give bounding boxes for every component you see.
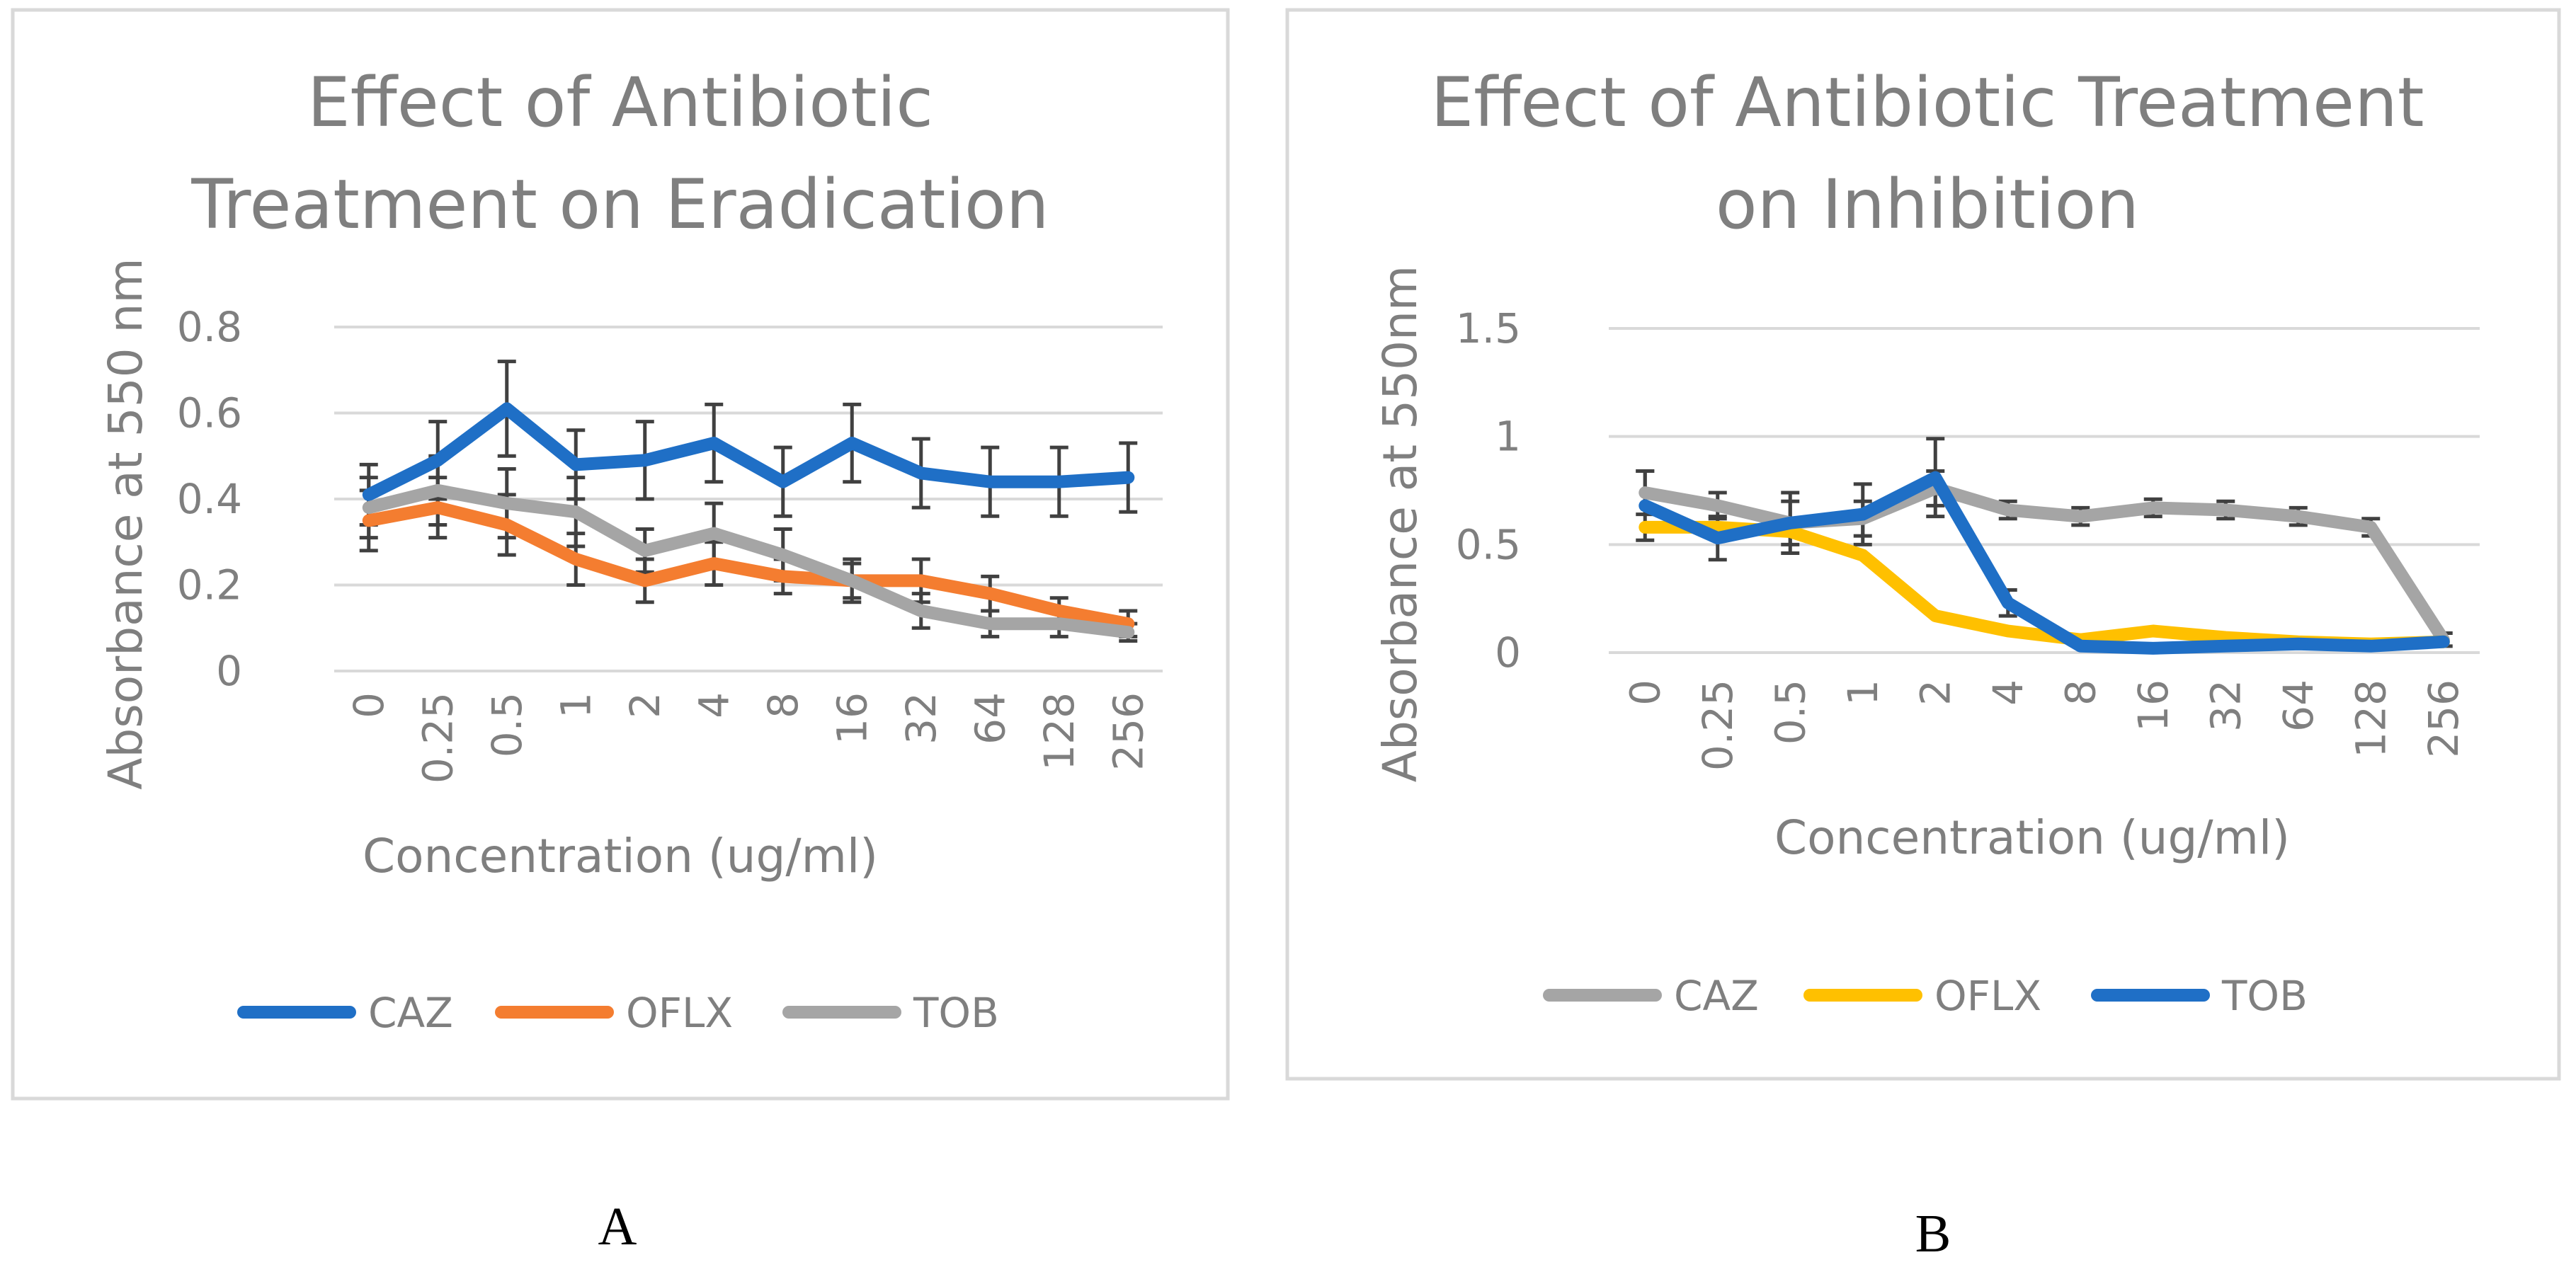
chart-b-x-tick-label: 64: [2274, 680, 2323, 732]
chart-a-x-tick-label: 8: [759, 692, 807, 718]
chart-a-x-tick-labels: 0 0.25 0.5 1 2 4 8 16 32 64 128 256: [345, 692, 1153, 784]
chart-a-title-line-2: Treatment on Eradication: [190, 165, 1049, 244]
chart-a-frame: [11, 8, 1230, 1101]
chart-b-title-line-1: Effect of Antibiotic Treatment: [1430, 63, 2424, 142]
chart-a-y-tick-label: 0.8: [177, 303, 242, 351]
chart-b-y-tick-label: 1.5: [1456, 304, 1521, 352]
chart-b-x-axis-title: Concentration (ug/ml): [1774, 810, 2290, 865]
chart-a: Effect of Antibiotic Treatment on Eradic…: [98, 63, 1163, 1037]
chart-a-legend-label-oflx: OFLX: [626, 989, 733, 1037]
chart-b-x-tick-label: 128: [2347, 680, 2395, 758]
chart-a-series: [359, 360, 1138, 643]
chart-a-x-tick-label: 0.25: [414, 692, 462, 784]
chart-a-title-line-1: Effect of Antibiotic: [307, 63, 933, 142]
chart-a-x-tick-label: 2: [621, 692, 669, 718]
chart-a-y-tick-label: 0.4: [177, 475, 242, 523]
chart-a-x-tick-label: 256: [1104, 692, 1152, 771]
chart-a-series-line-caz: [362, 402, 1135, 501]
chart-b-x-tick-label: 0.25: [1694, 680, 1742, 771]
chart-b-x-tick-label: 256: [2420, 680, 2468, 758]
chart-b-series: [1636, 437, 2453, 655]
chart-b-x-tick-label: 1: [1839, 680, 1887, 706]
chart-b: Effect of Antibiotic Treatment on Inhibi…: [1373, 63, 2480, 1020]
chart-a-x-tick-label: 1: [552, 692, 600, 718]
chart-a-x-tick-label: 0.5: [483, 692, 531, 757]
chart-b-x-tick-label: 16: [2129, 680, 2177, 732]
chart-b-legend: CAZ OFLX TOB: [1543, 972, 2308, 1020]
chart-a-x-tick-label: 32: [897, 692, 945, 745]
chart-a-x-tick-label: 4: [690, 692, 738, 718]
chart-a-y-tick-label: 0.2: [177, 561, 242, 609]
chart-b-gridlines: [1609, 327, 2480, 654]
chart-b-y-tick-label: 1: [1495, 413, 1521, 461]
chart-b-title-line-2: on Inhibition: [1716, 165, 2139, 244]
chart-b-x-tick-labels: 0 0.25 0.5 1 2 4 8 16 32 64 128 256: [1621, 680, 2468, 771]
chart-a-y-tick-labels: 0 0.2 0.4 0.6 0.8: [177, 303, 242, 695]
chart-b-x-tick-label: 32: [2201, 680, 2250, 732]
chart-b-y-tick-label: 0: [1495, 629, 1521, 677]
chart-a-series-line-tob: [362, 483, 1135, 639]
chart-b-series-line-tob: [1639, 471, 2450, 655]
chart-a-x-tick-label: 16: [828, 692, 876, 745]
chart-b-x-tick-label: 0.5: [1766, 680, 1814, 745]
chart-a-x-tick-label: 0: [345, 692, 393, 718]
chart-a-legend-label-caz: CAZ: [368, 989, 453, 1037]
chart-a-y-axis-title: Absorbance at 550 nm: [98, 258, 153, 789]
panel-label-a: A: [598, 1197, 637, 1256]
chart-b-legend-label-oflx: OFLX: [1934, 972, 2041, 1020]
chart-b-x-tick-label: 2: [1911, 680, 1959, 706]
chart-b-legend-label-tob: TOB: [2221, 972, 2308, 1020]
chart-a-x-tick-label: 64: [966, 692, 1014, 745]
chart-a-x-tick-label: 128: [1035, 692, 1083, 771]
chart-b-x-tick-label: 8: [2056, 680, 2104, 706]
panel-label-b: B: [1915, 1204, 1951, 1263]
chart-b-x-tick-label: 0: [1621, 680, 1669, 706]
chart-b-legend-label-caz: CAZ: [1674, 972, 1759, 1020]
chart-a-y-tick-label: 0.6: [177, 389, 242, 437]
chart-b-x-tick-label: 4: [1984, 680, 2032, 706]
chart-a-x-axis-title: Concentration (ug/ml): [363, 829, 878, 883]
chart-a-y-tick-label: 0: [216, 647, 242, 695]
chart-a-legend-label-tob: TOB: [913, 989, 999, 1037]
chart-a-series-line-oflx: [362, 501, 1135, 631]
chart-b-y-tick-label: 0.5: [1456, 520, 1521, 568]
chart-b-y-tick-labels: 0 0.5 1 1.5: [1456, 304, 1521, 677]
chart-a-legend: CAZ OFLX TOB: [237, 989, 999, 1037]
chart-b-y-axis-title: Absorbance at 550nm: [1373, 265, 1427, 782]
